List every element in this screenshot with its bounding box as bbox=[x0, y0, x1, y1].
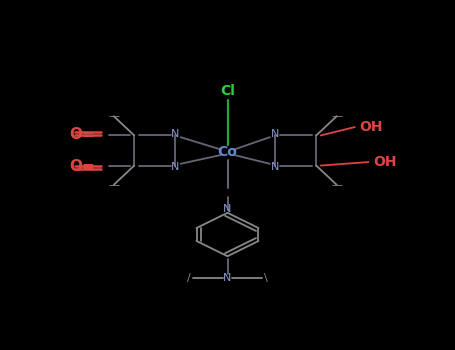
Text: —: — bbox=[108, 180, 119, 190]
Text: N: N bbox=[271, 129, 279, 139]
Text: —: — bbox=[331, 180, 342, 190]
Text: —: — bbox=[108, 111, 119, 121]
Text: Cl: Cl bbox=[220, 84, 235, 98]
Text: O=: O= bbox=[69, 159, 95, 174]
Text: N: N bbox=[223, 273, 232, 283]
Text: OH: OH bbox=[374, 155, 397, 169]
Text: \: \ bbox=[264, 273, 268, 283]
Text: OH: OH bbox=[359, 120, 383, 134]
Text: N: N bbox=[271, 162, 279, 172]
Text: /: / bbox=[187, 273, 191, 283]
Text: O=: O= bbox=[69, 127, 95, 142]
Text: N: N bbox=[171, 162, 179, 172]
Text: N: N bbox=[223, 204, 232, 214]
Text: Co: Co bbox=[217, 145, 238, 159]
Text: N: N bbox=[171, 129, 179, 139]
Text: —: — bbox=[331, 111, 342, 121]
